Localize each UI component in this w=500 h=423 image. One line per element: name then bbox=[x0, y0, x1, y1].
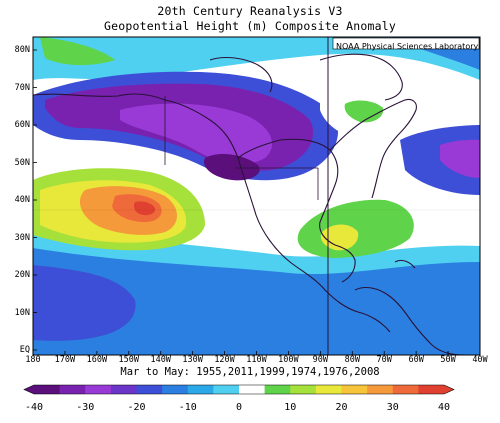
latitude-label: 50N bbox=[14, 157, 30, 168]
colorbar-segment bbox=[110, 385, 137, 394]
latitude-label: 70N bbox=[14, 82, 30, 93]
hudson-ridge-green bbox=[344, 100, 384, 123]
longitude-label: 160W bbox=[86, 355, 108, 365]
longitude-label: 140W bbox=[150, 355, 171, 365]
lab-label: NOAA Physical Sciences Laboratory bbox=[336, 42, 479, 51]
longitude-label: 90W bbox=[312, 355, 329, 365]
latitude-label: 80N bbox=[14, 45, 30, 55]
colorbar-segment bbox=[315, 385, 342, 394]
latitude-label: 60N bbox=[14, 120, 30, 130]
tropical-pacific-blue bbox=[33, 265, 136, 341]
latitude-label: 20N bbox=[14, 270, 30, 280]
longitude-label: 60W bbox=[408, 355, 424, 365]
anomaly-field bbox=[33, 37, 480, 355]
colorbar-segment bbox=[85, 385, 112, 394]
longitude-label: 50W bbox=[440, 355, 456, 365]
se-ridge-yellow bbox=[320, 224, 359, 251]
colorbar-segment bbox=[392, 385, 419, 394]
colorbar-segment bbox=[341, 385, 368, 394]
colorbar-label: 10 bbox=[284, 402, 297, 413]
longitude-label: 100W bbox=[278, 355, 299, 365]
colorbar-min-arrow bbox=[24, 385, 34, 394]
colorbar bbox=[23, 384, 455, 395]
latitude-label: 40N bbox=[14, 195, 30, 205]
colorbar-segment bbox=[136, 385, 163, 394]
longitude-label: 120W bbox=[214, 355, 235, 365]
longitude-label: 130W bbox=[182, 355, 203, 365]
colorbar-segment bbox=[264, 385, 291, 394]
colorbar-label: -10 bbox=[178, 402, 197, 413]
colorbar-label: -30 bbox=[76, 402, 95, 413]
tick-marks bbox=[32, 49, 481, 355]
colorbar-label: 40 bbox=[437, 402, 451, 413]
colorbar-frame bbox=[23, 384, 455, 395]
coastlines bbox=[33, 53, 466, 355]
colorbar-segment bbox=[367, 385, 394, 394]
longitude-label: 180 bbox=[25, 355, 41, 365]
colorbar-label: 0 bbox=[235, 402, 243, 413]
southern-light-blue-band bbox=[33, 222, 480, 275]
lab-label-box bbox=[332, 37, 480, 50]
borders bbox=[164, 96, 319, 200]
latitude-label: EQ bbox=[19, 345, 30, 355]
colorbar-max-arrow bbox=[444, 385, 454, 394]
colorbar-label: 30 bbox=[386, 402, 399, 413]
longitude-label: 70W bbox=[376, 355, 392, 365]
atlantic-low-inner bbox=[440, 139, 480, 178]
longitude-label: 150W bbox=[118, 355, 140, 365]
longitude-label: 170W bbox=[54, 355, 76, 365]
pacific-high-core bbox=[133, 201, 156, 216]
latitude-label: 30N bbox=[14, 232, 30, 243]
longitude-label: 80W bbox=[344, 355, 360, 365]
arctic-green bbox=[40, 37, 115, 66]
longitude-label: 40W bbox=[472, 355, 488, 365]
colorbar-segment bbox=[418, 385, 445, 394]
colorbar-segment bbox=[213, 385, 240, 394]
colorbar-label: -20 bbox=[127, 402, 146, 413]
latitude-label: 10N bbox=[14, 307, 30, 318]
colorbar-segment bbox=[187, 385, 214, 394]
colorbar-segment bbox=[59, 385, 86, 394]
colorbar-segment bbox=[290, 385, 317, 394]
colorbar-label: 20 bbox=[335, 402, 348, 413]
map-title: 20th Century Reanalysis V3 bbox=[157, 4, 343, 18]
colorbar-segment bbox=[34, 385, 61, 394]
colorbar-label: -40 bbox=[24, 402, 44, 413]
map-subtitle-variable: Geopotential Height (m) Composite Anomal… bbox=[103, 19, 397, 33]
colorbar-segment bbox=[239, 385, 266, 394]
colorbar-segment bbox=[162, 385, 189, 394]
trough-core bbox=[204, 154, 260, 181]
season-years-subtitle: Mar to May: 1955,2011,1999,1974,1976,200… bbox=[120, 366, 380, 378]
longitude-label: 110W bbox=[246, 355, 267, 365]
